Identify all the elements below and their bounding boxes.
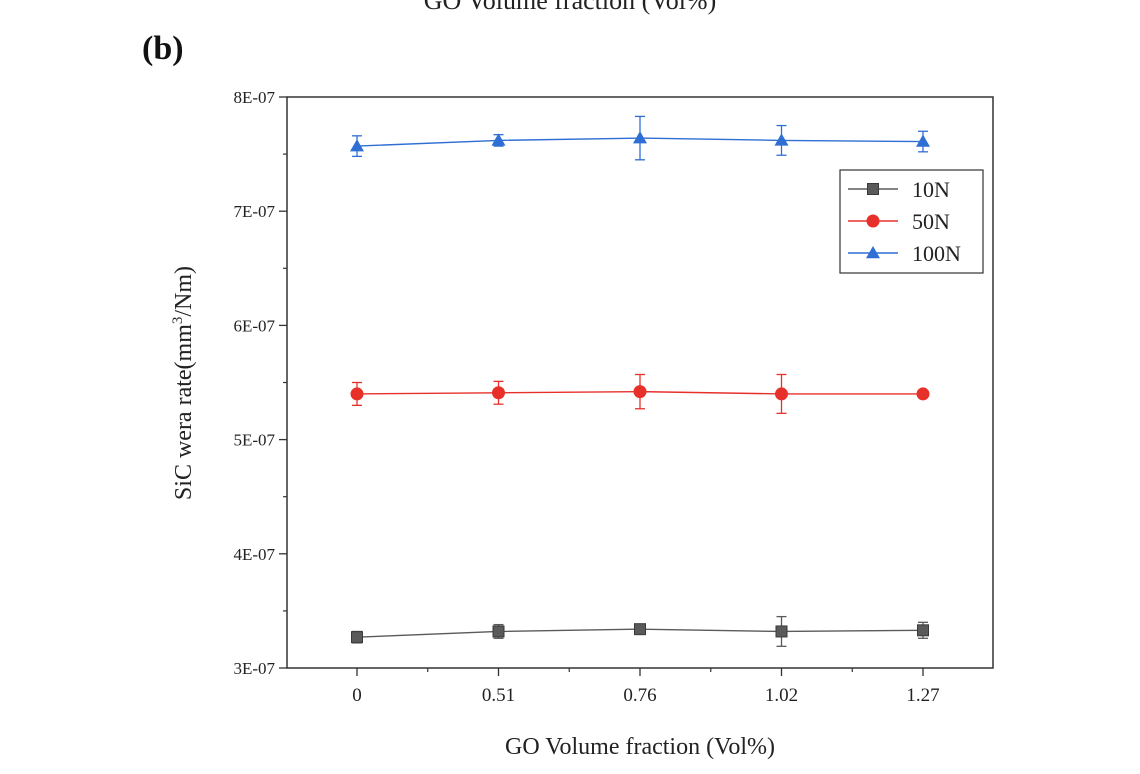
y-tick-label: 6E-07 (233, 316, 275, 335)
legend-label-50n: 50N (912, 209, 950, 234)
panel-label: (b) (142, 30, 184, 67)
x-tick-label: 1.27 (906, 685, 939, 706)
y-tick-label: 4E-07 (233, 545, 275, 564)
x-tick-label: 0.51 (482, 685, 515, 706)
y-axis-label: SiC wera rate(mm3/Nm) (170, 266, 197, 500)
y-tick-label: 3E-07 (233, 659, 275, 678)
legend-marker-50n (866, 214, 880, 228)
x-axis-label: GO Volume fraction (Vol%) (505, 734, 775, 760)
legend-item-50n: 50N (848, 209, 950, 234)
series-100n (350, 115, 930, 161)
y-tick-label: 5E-07 (233, 431, 275, 450)
data-point-50n (775, 387, 788, 401)
data-point-10n (917, 624, 929, 637)
data-point-100n (491, 133, 506, 146)
data-point-10n (492, 625, 505, 638)
data-point-50n (633, 385, 647, 399)
y-tick-label: 8E-07 (233, 88, 275, 107)
data-point-100n (774, 133, 789, 146)
legend-marker-10n (867, 183, 879, 195)
legend: 10N 50N 100N (839, 169, 984, 274)
legend-marker-100n (866, 246, 880, 259)
data-point-10n (775, 625, 788, 638)
series-50n (350, 373, 930, 414)
x-tick-label: 0 (352, 685, 362, 706)
data-point-100n (633, 131, 647, 144)
legend-label-10n: 10N (912, 177, 950, 202)
series-10n (351, 615, 929, 647)
legend-label-100n: 100N (912, 241, 961, 266)
data-point-10n (351, 631, 363, 644)
data-point-50n (492, 386, 505, 400)
legend-item-10n: 10N (848, 177, 950, 202)
x-tick-label: 1.02 (765, 685, 798, 706)
data-point-100n (350, 139, 364, 152)
data-point-50n (916, 387, 930, 401)
data-point-50n (350, 387, 364, 401)
data-point-10n (634, 623, 646, 636)
top-cut-off-title: GO Volume fraction (Vol%) (423, 0, 717, 15)
legend-item-100n: 100N (848, 241, 961, 266)
data-point-100n (916, 134, 930, 147)
x-tick-label: 0.76 (623, 685, 656, 706)
y-tick-label: 7E-07 (233, 202, 275, 221)
